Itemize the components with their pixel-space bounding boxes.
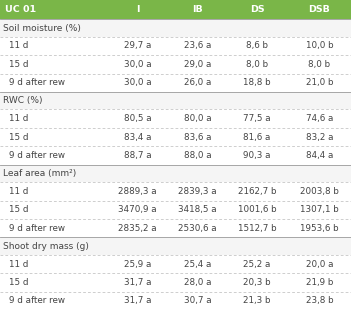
Text: 21,3 b: 21,3 b (243, 296, 271, 305)
Text: 8,0 b: 8,0 b (308, 60, 331, 69)
Text: 15 d: 15 d (9, 133, 29, 142)
Text: 1001,6 b: 1001,6 b (238, 205, 277, 214)
Text: 11 d: 11 d (9, 259, 29, 268)
Text: DS: DS (250, 5, 264, 14)
Text: 9 d after rew: 9 d after rew (9, 78, 66, 87)
Text: 3418,5 a: 3418,5 a (178, 205, 217, 214)
Text: 28,0 a: 28,0 a (184, 278, 211, 287)
Bar (0, 237, 351, 255)
Text: 74,6 a: 74,6 a (306, 114, 333, 123)
Text: 88,0 a: 88,0 a (184, 151, 211, 160)
Text: 11 d: 11 d (9, 114, 29, 123)
Text: I: I (136, 5, 139, 14)
Text: 26,0 a: 26,0 a (184, 78, 211, 87)
Text: IB: IB (192, 5, 203, 14)
Text: 80,0 a: 80,0 a (184, 114, 211, 123)
Text: 9 d after rew: 9 d after rew (9, 151, 66, 160)
Text: 25,9 a: 25,9 a (124, 259, 151, 268)
Text: 1953,6 b: 1953,6 b (300, 224, 339, 232)
Bar (0, 109, 351, 128)
Text: 2835,2 a: 2835,2 a (118, 224, 157, 232)
Text: RWC (%): RWC (%) (3, 96, 42, 105)
Text: 30,0 a: 30,0 a (124, 78, 152, 87)
Text: 25,4 a: 25,4 a (184, 259, 211, 268)
Text: 29,0 a: 29,0 a (184, 60, 211, 69)
Bar (0, 201, 351, 219)
Bar (0, 292, 351, 310)
Text: 84,4 a: 84,4 a (306, 151, 333, 160)
Text: 23,6 a: 23,6 a (184, 42, 211, 51)
Text: 15 d: 15 d (9, 60, 29, 69)
Bar (0, 165, 351, 182)
Text: 31,7 a: 31,7 a (124, 296, 152, 305)
Text: 21,9 b: 21,9 b (306, 278, 333, 287)
Bar (0, 146, 351, 165)
Bar (0, 92, 351, 109)
Bar (0, 182, 351, 201)
Text: 2889,3 a: 2889,3 a (118, 187, 157, 196)
Text: 11 d: 11 d (9, 42, 29, 51)
Text: 83,6 a: 83,6 a (184, 133, 211, 142)
Text: UC 01: UC 01 (5, 5, 36, 14)
Text: 83,4 a: 83,4 a (124, 133, 152, 142)
Text: 8,0 b: 8,0 b (246, 60, 268, 69)
Text: 77,5 a: 77,5 a (243, 114, 271, 123)
Text: DSB: DSB (309, 5, 330, 14)
Text: Soil moisture (%): Soil moisture (%) (3, 24, 81, 33)
Text: Leaf area (mm²): Leaf area (mm²) (3, 169, 76, 178)
Text: 23,8 b: 23,8 b (306, 296, 333, 305)
Text: 2839,3 a: 2839,3 a (178, 187, 217, 196)
Text: 80,5 a: 80,5 a (124, 114, 152, 123)
Text: 9 d after rew: 9 d after rew (9, 296, 66, 305)
Bar (0, 255, 351, 273)
Text: Shoot dry mass (g): Shoot dry mass (g) (3, 241, 89, 250)
Text: 18,8 b: 18,8 b (243, 78, 271, 87)
Text: 15 d: 15 d (9, 278, 29, 287)
Text: 83,2 a: 83,2 a (306, 133, 333, 142)
Bar (0, 128, 351, 146)
Text: 30,0 a: 30,0 a (124, 60, 152, 69)
Text: 21,0 b: 21,0 b (306, 78, 333, 87)
Text: 20,3 b: 20,3 b (243, 278, 271, 287)
Text: 20,0 a: 20,0 a (306, 259, 333, 268)
Text: 1307,1 b: 1307,1 b (300, 205, 339, 214)
Text: 81,6 a: 81,6 a (244, 133, 271, 142)
Text: 29,7 a: 29,7 a (124, 42, 151, 51)
Text: 90,3 a: 90,3 a (243, 151, 271, 160)
Text: 2162,7 b: 2162,7 b (238, 187, 276, 196)
Bar (0, 273, 351, 292)
Bar (0, 37, 351, 55)
Text: 8,6 b: 8,6 b (246, 42, 268, 51)
Text: 1512,7 b: 1512,7 b (238, 224, 277, 232)
Text: 9 d after rew: 9 d after rew (9, 224, 66, 232)
Bar (0, 73, 351, 92)
Bar (0, 19, 351, 37)
Bar (0, 55, 351, 73)
Bar (0, 219, 351, 237)
Text: 15 d: 15 d (9, 205, 29, 214)
Text: 25,2 a: 25,2 a (244, 259, 271, 268)
Text: 30,7 a: 30,7 a (184, 296, 211, 305)
Bar (0, 0, 351, 19)
Text: 10,0 b: 10,0 b (306, 42, 333, 51)
Text: 11 d: 11 d (9, 187, 29, 196)
Text: 88,7 a: 88,7 a (124, 151, 152, 160)
Text: 3470,9 a: 3470,9 a (118, 205, 157, 214)
Text: 2530,6 a: 2530,6 a (178, 224, 217, 232)
Text: 2003,8 b: 2003,8 b (300, 187, 339, 196)
Text: 31,7 a: 31,7 a (124, 278, 152, 287)
